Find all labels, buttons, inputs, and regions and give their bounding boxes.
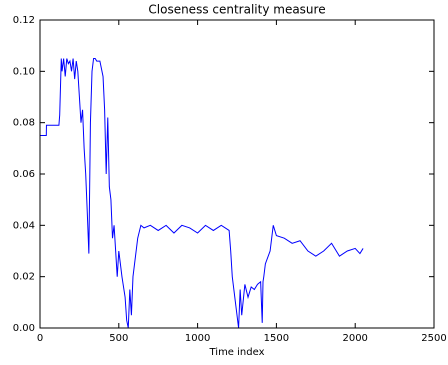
x-tick-label: 1000 [185,333,210,344]
x-tick-label: 2000 [342,333,367,344]
y-tick-label: 0.02 [13,272,35,283]
y-tick-label: 0.12 [13,15,35,26]
y-tick-label: 0.04 [13,220,35,231]
y-tick-label: 0.10 [13,66,35,77]
x-tick-label: 2500 [421,333,446,344]
x-tick-label: 0 [37,333,43,344]
y-tick-label: 0.08 [13,118,35,129]
y-tick-label: 0.06 [13,169,35,180]
y-tick-label: 0.00 [13,323,35,334]
x-tick-label: 500 [109,333,128,344]
x-axis-label: Time index [208,347,264,358]
chart-title: Closeness centrality measure [148,3,325,17]
x-tick-label: 1500 [264,333,289,344]
plot-frame [39,19,435,329]
data-line [40,58,364,329]
